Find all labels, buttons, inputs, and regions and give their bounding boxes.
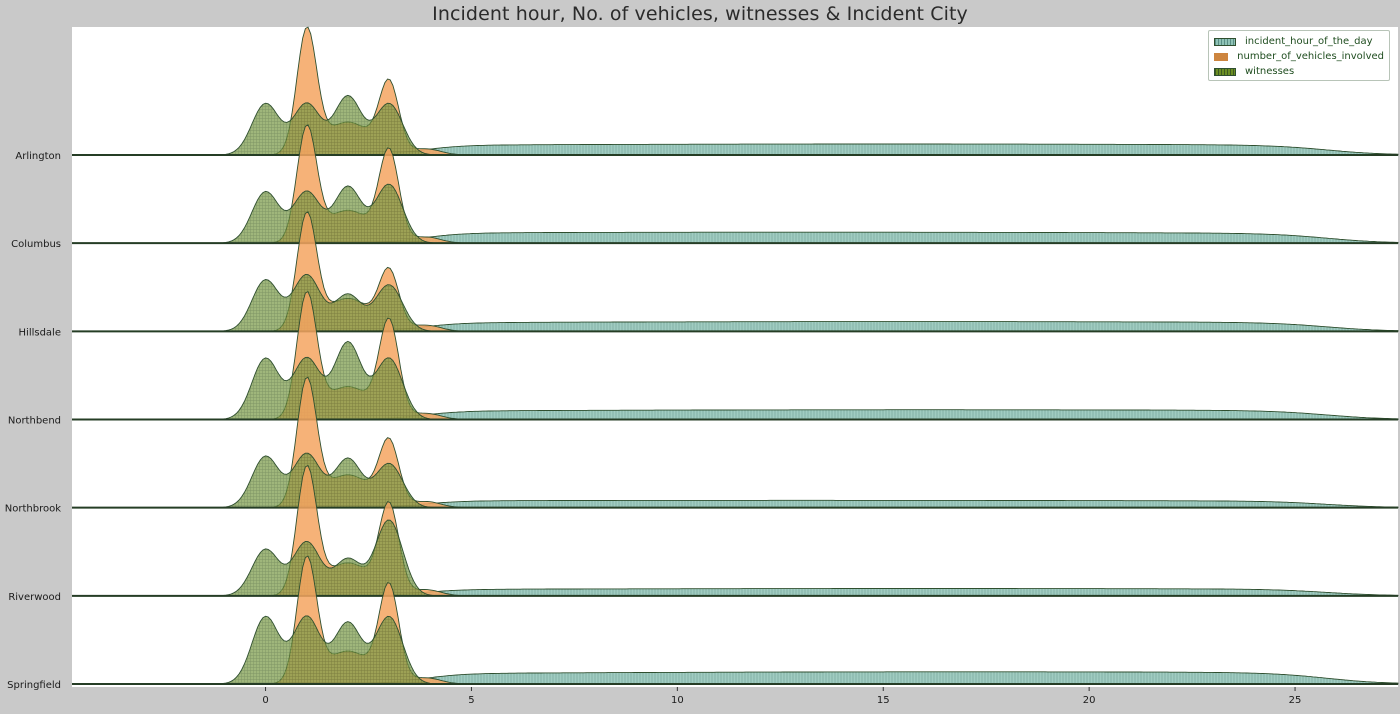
ridge-hillsdale bbox=[72, 211, 1399, 333]
ridge-arlington bbox=[72, 26, 1399, 156]
y-tick-label: Columbus bbox=[11, 239, 61, 250]
y-tick-label: Arlington bbox=[15, 151, 61, 162]
chart-title: Incident hour, No. of vehicles, witnesse… bbox=[432, 3, 968, 25]
ridge-riverwood bbox=[72, 464, 1399, 597]
legend-label: witnesses bbox=[1245, 66, 1295, 77]
x-tick-label: 0 bbox=[262, 695, 268, 706]
x-tick-label: 10 bbox=[671, 695, 684, 706]
x-tick-label: 20 bbox=[1083, 695, 1096, 706]
legend: incident_hour_of_the_day number_of_vehic… bbox=[1208, 30, 1390, 81]
ridge-northbend bbox=[72, 290, 1399, 421]
x-tick-label: 5 bbox=[468, 695, 474, 706]
y-tick-label: Riverwood bbox=[8, 592, 61, 603]
legend-label: incident_hour_of_the_day bbox=[1245, 36, 1373, 47]
y-tick-label: Hillsdale bbox=[19, 327, 61, 338]
y-tick-label: Springfield bbox=[7, 680, 61, 691]
ridge-northbrook bbox=[72, 376, 1399, 509]
ridge-springfield bbox=[72, 555, 1399, 685]
x-tick-label: 15 bbox=[877, 695, 890, 706]
legend-item: witnesses bbox=[1214, 64, 1384, 79]
legend-label: number_of_vehicles_involved bbox=[1237, 51, 1384, 62]
legend-item: number_of_vehicles_involved bbox=[1214, 49, 1384, 64]
y-tick-label: Northbrook bbox=[5, 504, 61, 515]
y-tick-label: Northbend bbox=[8, 416, 61, 427]
legend-swatch-vehicles bbox=[1214, 52, 1229, 61]
ridge-columbus bbox=[72, 124, 1399, 245]
x-tick-label: 25 bbox=[1289, 695, 1302, 706]
legend-item: incident_hour_of_the_day bbox=[1214, 34, 1384, 49]
legend-swatch-witnesses bbox=[1214, 67, 1236, 76]
legend-swatch-hour bbox=[1214, 37, 1236, 46]
